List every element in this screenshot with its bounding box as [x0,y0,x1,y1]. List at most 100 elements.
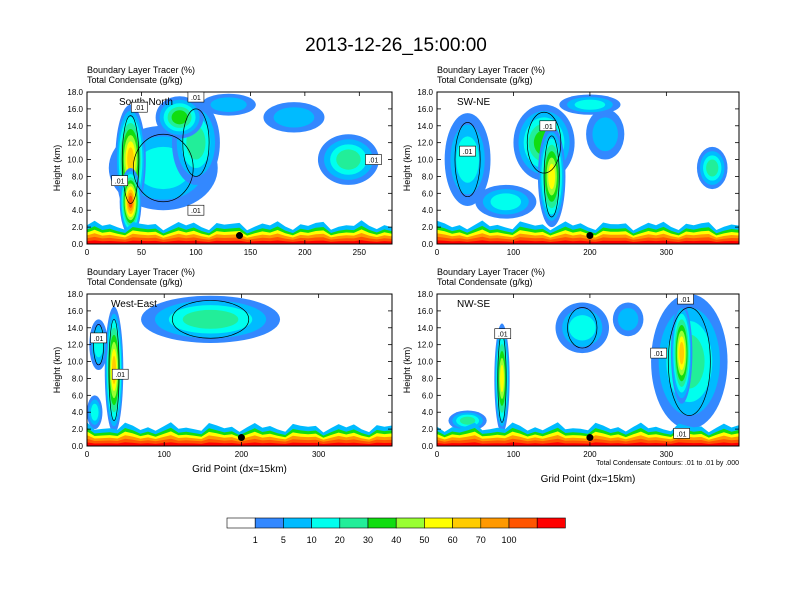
panel-title-tracer: Boundary Layer Tracer (%) [437,65,545,75]
condensate-contour [543,135,560,218]
y-tick-label: 18.0 [417,290,433,299]
colorbar-label: 30 [363,535,373,545]
contour-label-box [365,154,382,165]
y-tick-label: 16.0 [67,307,83,316]
x-axis-label: Grid Point (dx=15km) [541,474,636,485]
colorbar-label: 10 [307,535,317,545]
colorbar-swatch [311,517,341,529]
y-tick-label: 4.0 [72,408,84,417]
contour-label-box [494,328,512,339]
location-marker [236,232,243,240]
field-blob [210,97,247,112]
panel-title-condensate: Total Condensate (g/kg) [437,75,533,85]
field-blob [679,341,685,365]
x-tick-label: 100 [507,450,521,459]
colorbar-label: 70 [476,535,486,545]
y-tick-label: 12.0 [67,341,83,350]
contour-label: .01 [677,431,687,438]
y-tick-label: 10.0 [417,358,433,367]
condensate-contour [667,307,711,416]
condensate-contour [182,108,210,177]
contour-label: .01 [94,336,104,343]
x-tick-label: 0 [85,450,90,459]
contour-label: .01 [654,351,664,358]
field-blob [592,117,618,152]
x-tick-label: 50 [137,248,146,257]
condensate-contour [567,307,598,349]
colorbar-swatch [254,517,284,529]
field-blob [336,149,361,170]
panel-title-condensate: Total Condensate (g/kg) [87,75,183,85]
colorbar-swatch [339,517,369,529]
y-tick-label: 2.0 [422,223,434,232]
contour-label-box [187,91,205,103]
contour-label-box [111,368,129,380]
y-tick-label: 16.0 [417,105,433,114]
x-tick-label: 0 [85,248,90,257]
colorbar-label: 40 [391,535,401,545]
colorbar-swatch [367,517,397,529]
contour-label-box [111,175,128,186]
boundary-layer-band [87,240,392,244]
contour-label-box [673,428,690,439]
x-tick-label: 150 [244,248,258,257]
y-axis-label: Height (km) [402,145,412,192]
y-tick-label: 10.0 [67,156,83,165]
x-tick-label: 100 [189,248,203,257]
contour-label: .01 [369,158,379,165]
x-tick-label: 300 [660,450,674,459]
y-tick-label: 0.0 [422,240,434,249]
panel-title-tracer: Boundary Layer Tracer (%) [437,267,545,277]
field-blob [490,193,522,211]
panel-title-condensate: Total Condensate (g/kg) [87,277,183,287]
contour-label: .01 [191,95,201,102]
contour-label: .01 [463,149,473,156]
boundary-layer-band [87,442,392,446]
contour-label-box [459,145,476,157]
colorbar-label: 60 [448,535,458,545]
contour-label-box [539,120,557,132]
panel-3: 0.0 2.0 4.0 6.0 8.0 10.0 12.0 14.0 16.0 18.0 0 100 2… [52,267,393,475]
y-tick-label: 6.0 [72,391,84,400]
field-blob [548,163,556,190]
colorbar-label: 5 [281,535,286,545]
condensate-contour [171,300,250,339]
y-tick-label: 8.0 [422,374,434,383]
contour-label-box [130,101,148,113]
contour-label: .01 [681,297,691,304]
contour-label-box [187,204,205,216]
y-tick-label: 18.0 [67,88,83,97]
field-blob [182,309,239,329]
colorbar-swatch [395,517,425,529]
boundary-layer-band [437,240,739,244]
colorbar-swatch [480,517,510,529]
field-blob [500,364,504,393]
plot-frame [86,91,393,245]
y-tick-label: 0.0 [72,240,84,249]
field-blob [171,110,188,125]
y-tick-label: 18.0 [67,290,83,299]
y-tick-label: 14.0 [417,324,433,333]
x-tick-label: 100 [158,450,172,459]
contour-label-box [677,293,694,305]
y-axis-label: Height (km) [402,347,412,394]
y-tick-label: 6.0 [72,189,84,198]
field-blob [127,147,134,172]
panels: 0.0 2.0 4.0 6.0 8.0 10.0 12.0 14.0 16.0 18.0 0 50 10… [52,65,740,485]
y-axis-label: Height (km) [52,145,62,192]
x-axis-label: Grid Point (dx=15km) [192,464,287,475]
contour-label: .01 [115,179,125,186]
panel-title-tracer: Boundary Layer Tracer (%) [87,267,195,277]
panel-4: 0.0 2.0 4.0 6.0 8.0 10.0 12.0 14.0 16.0 18.0 0 100 2… [402,267,740,485]
y-tick-label: 8.0 [72,172,84,181]
y-tick-label: 18.0 [417,88,433,97]
contour-label: .01 [498,332,508,339]
y-tick-label: 14.0 [67,324,83,333]
colorbar-swatch [283,517,312,529]
y-tick-label: 4.0 [422,408,434,417]
condensate-contour [454,122,481,198]
y-tick-label: 8.0 [422,172,434,181]
contour-label: .01 [543,124,553,131]
location-marker [586,232,594,240]
colorbar-label: 20 [335,535,345,545]
